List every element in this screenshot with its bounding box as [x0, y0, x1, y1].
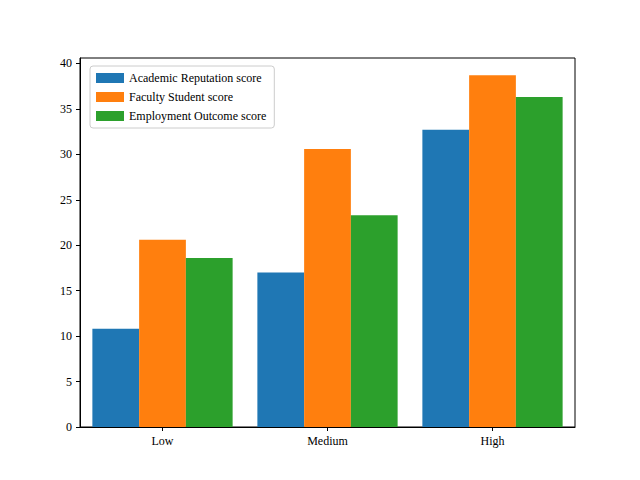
svg-text:Low: Low: [152, 434, 174, 448]
svg-text:35: 35: [60, 102, 72, 116]
svg-text:20: 20: [60, 238, 72, 252]
svg-text:High: High: [481, 434, 505, 448]
svg-text:10: 10: [60, 329, 72, 343]
svg-text:40: 40: [60, 56, 72, 70]
svg-text:25: 25: [60, 193, 72, 207]
svg-text:15: 15: [60, 284, 72, 298]
svg-text:Faculty Student score: Faculty Student score: [129, 90, 233, 104]
svg-text:Academic Reputation score: Academic Reputation score: [129, 71, 262, 85]
svg-text:Medium: Medium: [307, 434, 348, 448]
svg-text:5: 5: [66, 375, 72, 389]
svg-text:0: 0: [66, 420, 72, 434]
svg-text:30: 30: [60, 147, 72, 161]
svg-text:Employment Outcome score: Employment Outcome score: [129, 109, 266, 123]
